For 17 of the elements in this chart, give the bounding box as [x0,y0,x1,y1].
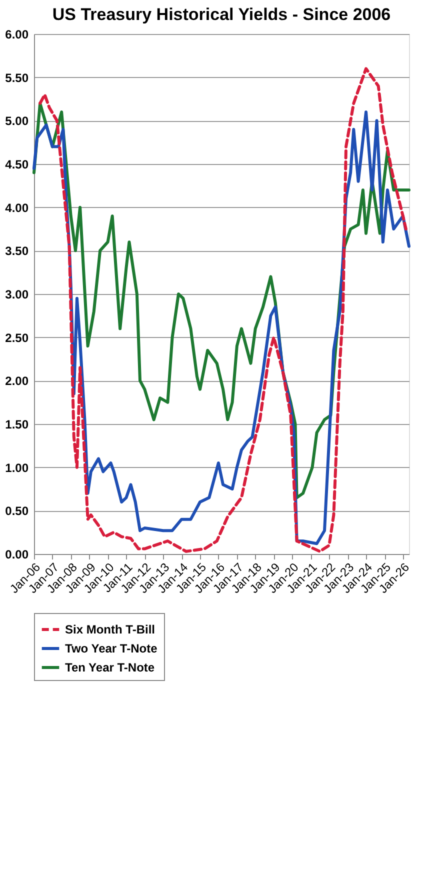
y-tick-label: 3.00 [5,288,29,302]
y-tick-label: 1.00 [5,460,29,475]
y-tick-label: 0.50 [5,504,29,518]
y-tick-label: 0.00 [5,548,29,562]
y-tick-label: 6.00 [5,28,29,42]
y-tick-label: 2.00 [5,374,29,388]
legend-label: Two Year T-Note [65,642,158,656]
chart-title: US Treasury Historical Yields - Since 2006 [52,5,391,24]
legend-label: Ten Year T-Note [65,660,155,674]
legend-label: Six Month T-Bill [65,622,155,636]
y-tick-label: 4.00 [5,200,29,215]
y-tick-label: 5.50 [5,70,29,85]
y-tick-label: 4.50 [5,158,29,172]
y-tick-label: 3.50 [5,244,29,258]
y-tick-label: 1.50 [5,418,29,432]
y-tick-label: 2.50 [5,330,29,345]
y-tick-label: 5.00 [5,114,29,128]
